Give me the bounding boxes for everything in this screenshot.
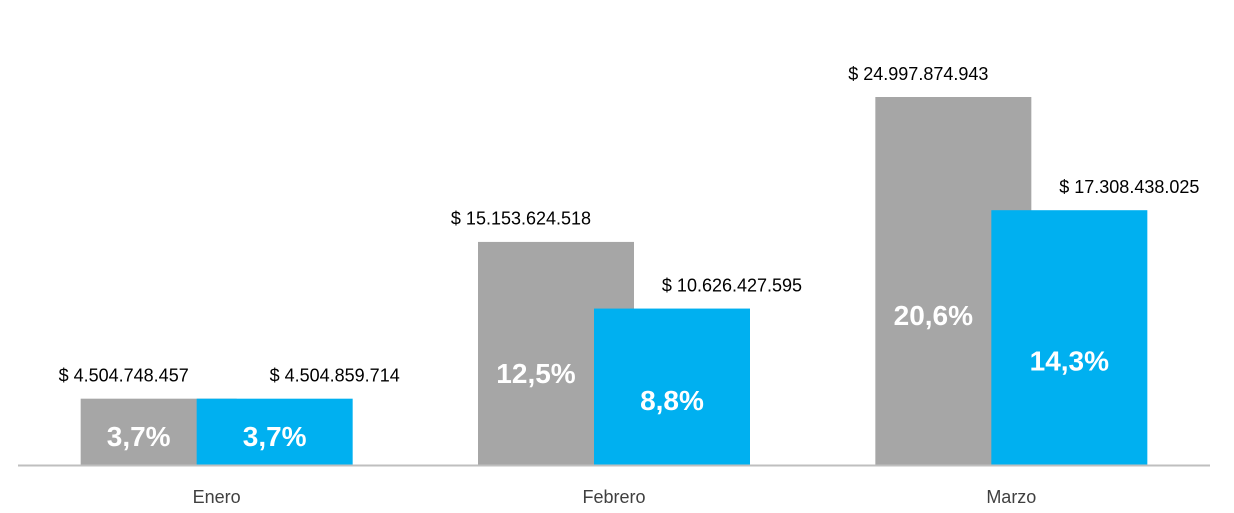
bar bbox=[991, 210, 1148, 465]
x-tick-label: Febrero bbox=[582, 487, 645, 507]
value-label: $ 4.504.748.457 bbox=[59, 365, 189, 385]
percent-label: 8,8% bbox=[640, 385, 704, 416]
bar bbox=[196, 398, 353, 465]
percent-label: 12,5% bbox=[496, 358, 575, 389]
x-tick-label: Marzo bbox=[986, 487, 1036, 507]
value-label: $ 4.504.859.714 bbox=[270, 365, 400, 385]
value-label: $ 17.308.438.025 bbox=[1059, 177, 1199, 197]
x-tick-label: Enero bbox=[193, 487, 241, 507]
percent-label: 3,7% bbox=[243, 421, 307, 452]
percent-label: 3,7% bbox=[107, 421, 171, 452]
bar bbox=[594, 308, 750, 465]
percent-label: 14,3% bbox=[1030, 345, 1109, 376]
value-label: $ 15.153.624.518 bbox=[451, 209, 591, 229]
percent-label: 20,6% bbox=[894, 300, 973, 331]
value-label: $ 10.626.427.595 bbox=[662, 275, 802, 295]
value-label: $ 24.997.874.943 bbox=[848, 64, 988, 84]
